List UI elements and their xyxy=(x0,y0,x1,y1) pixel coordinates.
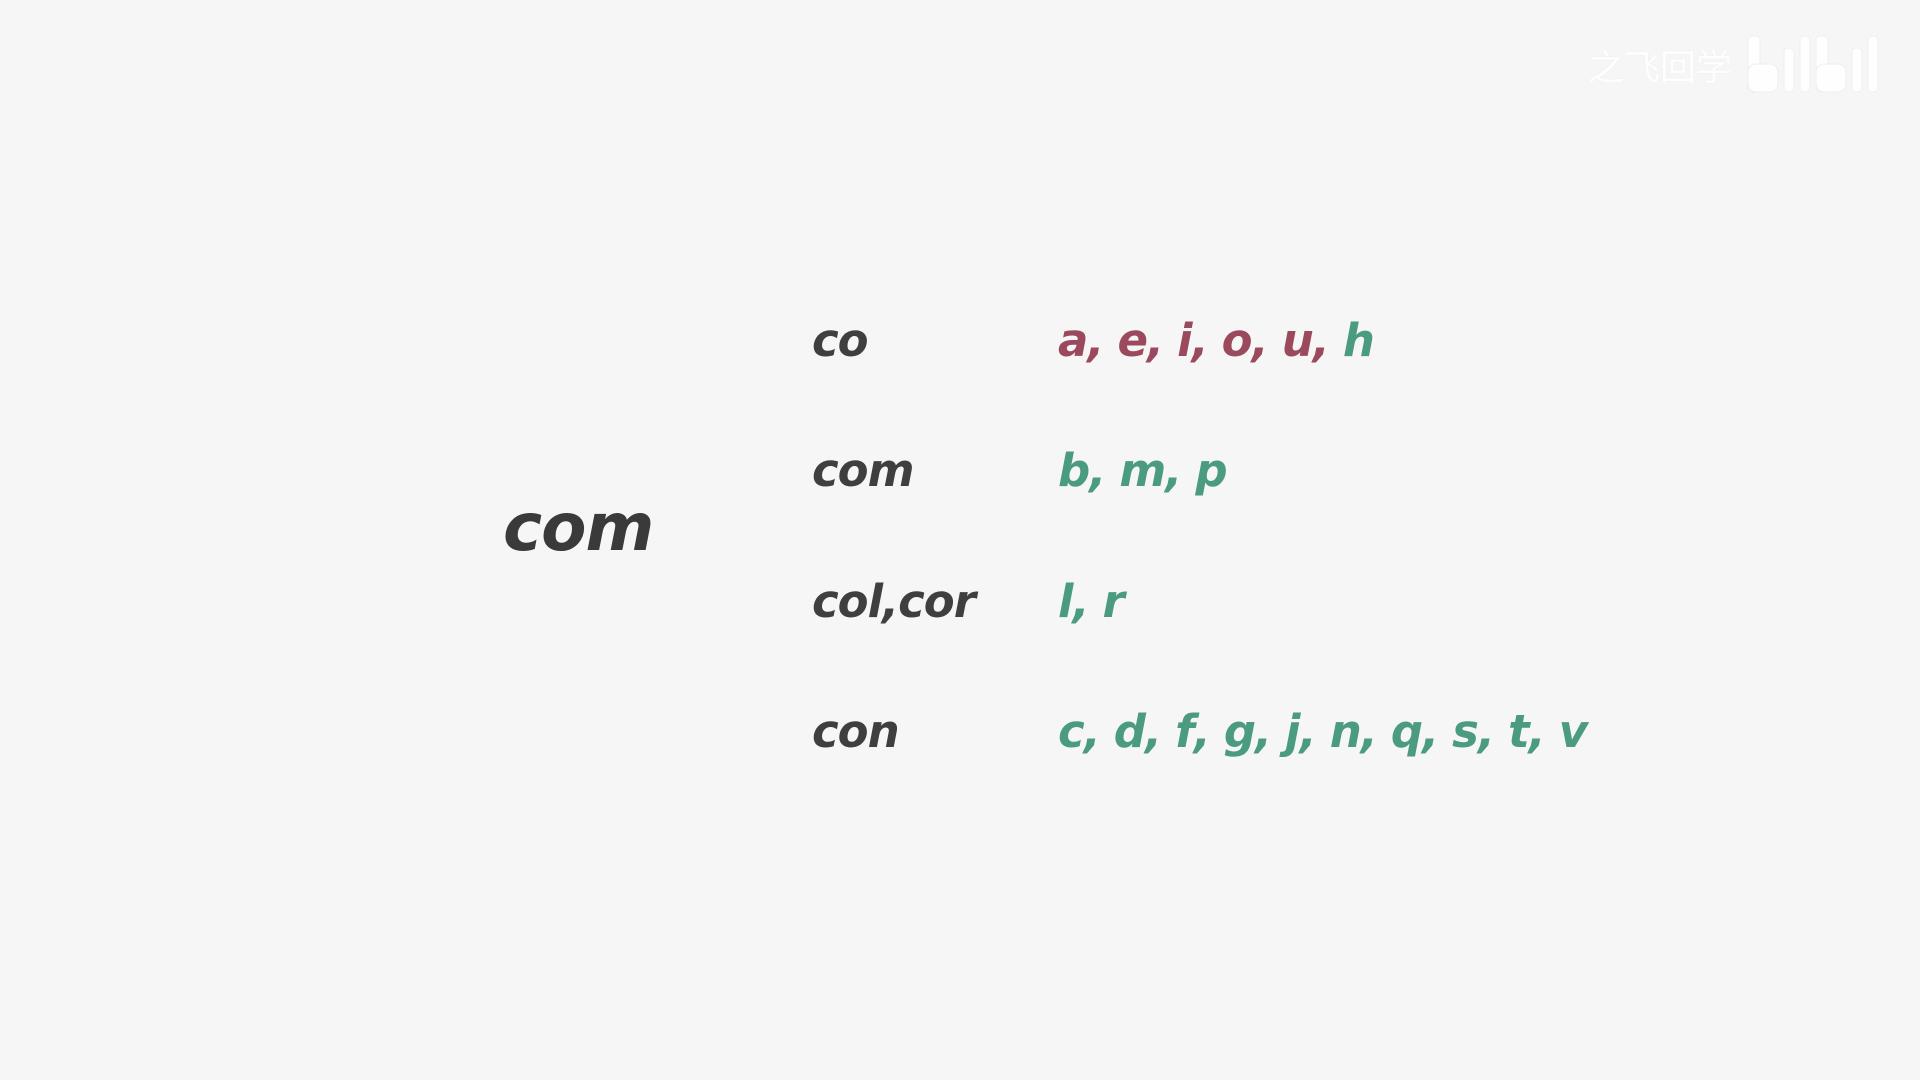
comma-separator: , xyxy=(1072,574,1089,628)
variant-label: con xyxy=(812,704,900,758)
letter-consonant: n xyxy=(1329,704,1362,758)
comma-separator: , xyxy=(1251,313,1269,367)
comma-separator: , xyxy=(1089,443,1106,497)
letter-consonant: c xyxy=(1058,704,1085,758)
comma-separator: , xyxy=(1087,313,1104,367)
comma-separator: , xyxy=(1165,443,1182,497)
comma-separator: , xyxy=(1312,313,1330,367)
letter-consonant: v xyxy=(1558,704,1588,758)
letter-vowel: e xyxy=(1117,313,1148,367)
variant-row-co: co a,e,i,o,u,h xyxy=(812,310,1375,370)
variant-row-com: com b,m,p xyxy=(812,440,1228,500)
root-prefix: com xyxy=(503,489,654,566)
letter-consonant: t xyxy=(1508,704,1529,758)
letter-consonant: d xyxy=(1113,704,1146,758)
comma-separator: , xyxy=(1193,704,1211,758)
letter-consonant: r xyxy=(1102,574,1125,628)
letter-consonant: h xyxy=(1342,313,1375,367)
variant-label: co xyxy=(812,313,869,367)
comma-separator: , xyxy=(1147,313,1164,367)
comma-separator: , xyxy=(1299,704,1317,758)
comma-separator: , xyxy=(1422,704,1439,758)
comma-separator: , xyxy=(1360,704,1378,758)
following-letters: a,e,i,o,u,h xyxy=(1058,313,1375,367)
letter-consonant: q xyxy=(1390,704,1423,758)
comma-separator: , xyxy=(1145,704,1162,758)
variant-row-con: con c,d,f,g,j,n,q,s,t,v xyxy=(812,701,1588,761)
following-letters: b,m,p xyxy=(1058,443,1228,497)
letter-consonant: j xyxy=(1285,704,1300,758)
following-letters: c,d,f,g,j,n,q,s,t,v xyxy=(1058,704,1588,758)
comma-separator: , xyxy=(1191,313,1209,367)
watermark: 之飞回学 xyxy=(1588,30,1884,100)
letter-vowel: u xyxy=(1281,313,1314,367)
variant-label: col,cor xyxy=(812,574,976,628)
comma-separator: , xyxy=(1477,704,1495,758)
comma-separator: , xyxy=(1528,704,1546,758)
letter-consonant: f xyxy=(1175,704,1195,758)
bilibili-logo-icon xyxy=(1747,35,1879,93)
letter-consonant: m xyxy=(1119,443,1166,497)
letter-vowel: i xyxy=(1177,313,1192,367)
variant-row-col-cor: col,cor l,r xyxy=(812,571,1125,631)
comma-separator: , xyxy=(1083,704,1101,758)
letter-consonant: b xyxy=(1058,443,1090,497)
letter-vowel: a xyxy=(1058,313,1088,367)
letter-consonant: p xyxy=(1195,443,1227,497)
following-letters: l,r xyxy=(1058,574,1125,628)
letter-consonant: s xyxy=(1452,704,1479,758)
letter-consonant: g xyxy=(1223,704,1256,758)
variant-label: com xyxy=(812,443,914,497)
letter-consonant: l xyxy=(1058,574,1073,628)
comma-separator: , xyxy=(1255,704,1272,758)
letter-vowel: o xyxy=(1221,313,1253,367)
watermark-text: 之飞回学 xyxy=(1587,48,1732,89)
